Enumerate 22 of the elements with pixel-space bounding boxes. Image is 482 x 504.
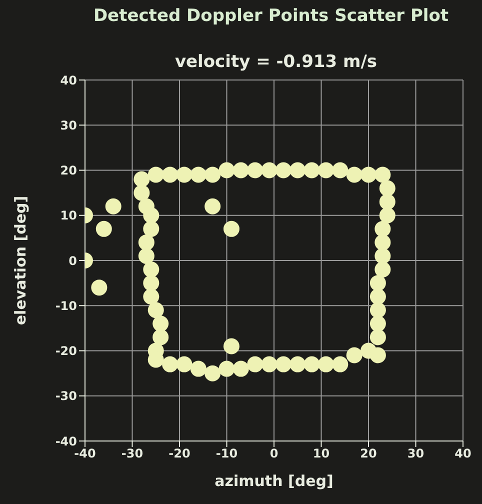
y-tick-label: 30 <box>60 118 77 132</box>
y-tick-label: 20 <box>60 164 77 178</box>
x-tick-label: -30 <box>121 446 144 461</box>
x-tick-label: 40 <box>454 446 472 461</box>
y-tick-label: -40 <box>55 434 77 448</box>
chart-title: Detected Doppler Points Scatter Plot <box>92 6 450 26</box>
y-tick-label: 40 <box>60 73 77 88</box>
y-tick-label: -30 <box>55 389 77 404</box>
x-tick-label: 30 <box>407 446 424 461</box>
y-tick-label: 10 <box>60 208 77 223</box>
x-tick-label: 20 <box>360 446 377 461</box>
y-tick-label: -20 <box>55 344 77 358</box>
x-tick-label: 10 <box>312 446 330 461</box>
y-tick-label: 0 <box>68 254 77 268</box>
x-tick-label: -20 <box>168 446 190 461</box>
x-tick-label: -40 <box>74 446 96 461</box>
y-tick-label: -10 <box>55 298 77 313</box>
x-tick-label: -10 <box>216 446 238 461</box>
x-tick-label: 0 <box>270 446 278 461</box>
x-axis-title: azimuth [deg] <box>214 472 334 490</box>
chart-subtitle: velocity = -0.913 m/s <box>174 52 378 72</box>
y-axis-title: elevation [deg] <box>11 196 30 326</box>
